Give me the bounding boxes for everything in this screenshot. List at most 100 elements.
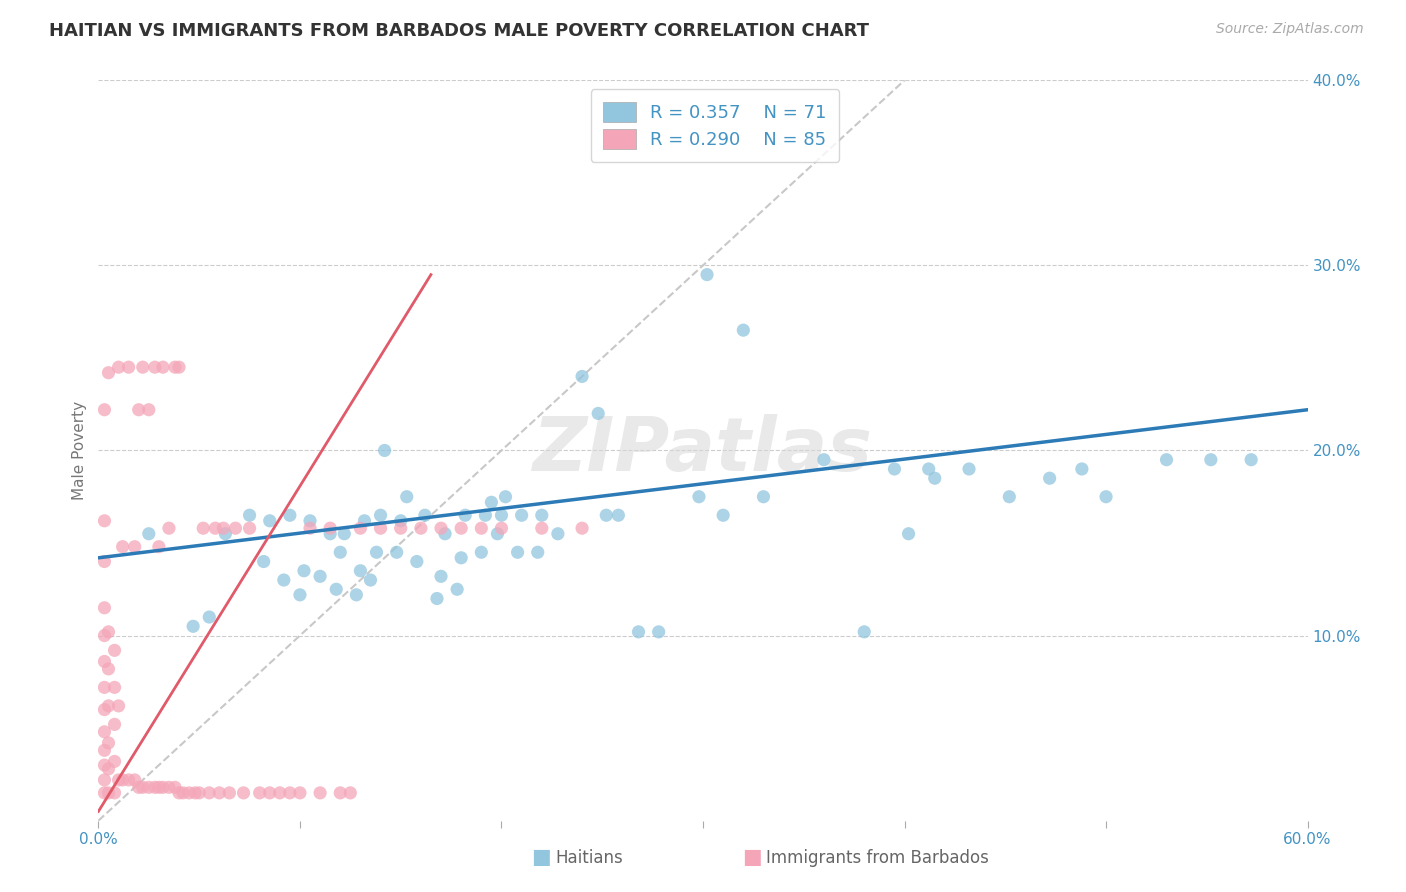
Point — [446, 582, 468, 597]
Point — [214, 526, 236, 541]
Point — [148, 540, 170, 554]
Point — [143, 360, 166, 375]
Point — [733, 323, 755, 337]
Point — [172, 786, 194, 800]
Point — [547, 526, 569, 541]
Point — [93, 786, 115, 800]
Point — [510, 508, 533, 523]
Text: HAITIAN VS IMMIGRANTS FROM BARBADOS MALE POVERTY CORRELATION CHART: HAITIAN VS IMMIGRANTS FROM BARBADOS MALE… — [49, 22, 869, 40]
Point — [93, 703, 115, 717]
Point — [309, 569, 332, 583]
Point — [152, 780, 174, 795]
Point — [526, 545, 548, 559]
Point — [450, 521, 472, 535]
Point — [253, 554, 276, 569]
Point — [97, 736, 120, 750]
Text: ZIPatlas: ZIPatlas — [533, 414, 873, 487]
Point — [97, 366, 120, 380]
Point — [288, 588, 311, 602]
Point — [470, 521, 492, 535]
Point — [93, 554, 115, 569]
Point — [273, 573, 295, 587]
Point — [143, 780, 166, 795]
Point — [957, 462, 980, 476]
Point — [329, 786, 352, 800]
Point — [607, 508, 630, 523]
Point — [405, 554, 427, 569]
Point — [111, 772, 134, 787]
Point — [333, 526, 356, 541]
Point — [97, 786, 120, 800]
Point — [319, 526, 342, 541]
Point — [349, 564, 371, 578]
Point — [93, 681, 115, 695]
Point — [107, 772, 129, 787]
Point — [454, 508, 477, 523]
Point — [148, 780, 170, 795]
Point — [426, 591, 449, 606]
Point — [292, 564, 315, 578]
Point — [647, 624, 669, 639]
Point — [299, 521, 322, 535]
Point — [132, 360, 155, 375]
Point — [103, 786, 125, 800]
Point — [93, 772, 115, 787]
Point — [93, 655, 115, 669]
Point — [107, 698, 129, 713]
Point — [711, 508, 734, 523]
Point — [111, 540, 134, 554]
Point — [103, 717, 125, 731]
Text: ■: ■ — [742, 847, 762, 867]
Point — [103, 681, 125, 695]
Point — [181, 619, 204, 633]
Point — [627, 624, 650, 639]
Point — [167, 786, 190, 800]
Point — [329, 545, 352, 559]
Point — [128, 402, 150, 417]
Point — [208, 786, 231, 800]
Point — [97, 624, 120, 639]
Point — [688, 490, 710, 504]
Point — [595, 508, 617, 523]
Point — [530, 521, 553, 535]
Point — [409, 521, 432, 535]
Point — [138, 780, 160, 795]
Point — [1199, 452, 1222, 467]
Text: Haitians: Haitians — [555, 849, 623, 867]
Point — [249, 786, 271, 800]
Point — [1156, 452, 1178, 467]
Point — [1240, 452, 1263, 467]
Point — [163, 360, 186, 375]
Point — [138, 402, 160, 417]
Point — [184, 786, 207, 800]
Point — [491, 508, 513, 523]
Point — [924, 471, 946, 485]
Point — [118, 360, 141, 375]
Point — [491, 521, 513, 535]
Point — [586, 407, 609, 421]
Point — [212, 521, 235, 535]
Point — [278, 508, 301, 523]
Point — [430, 521, 453, 535]
Point — [288, 786, 311, 800]
Point — [370, 521, 392, 535]
Point — [470, 545, 492, 559]
Text: Source: ZipAtlas.com: Source: ZipAtlas.com — [1216, 22, 1364, 37]
Point — [897, 526, 920, 541]
Point — [224, 521, 246, 535]
Point — [93, 628, 115, 642]
Point — [128, 780, 150, 795]
Point — [163, 780, 186, 795]
Point — [374, 443, 396, 458]
Point — [167, 360, 190, 375]
Point — [198, 610, 221, 624]
Point — [918, 462, 941, 476]
Point — [389, 514, 412, 528]
Point — [395, 490, 418, 504]
Text: Immigrants from Barbados: Immigrants from Barbados — [766, 849, 990, 867]
Point — [486, 526, 509, 541]
Point — [138, 526, 160, 541]
Point — [269, 786, 291, 800]
Point — [157, 521, 180, 535]
Point — [259, 786, 281, 800]
